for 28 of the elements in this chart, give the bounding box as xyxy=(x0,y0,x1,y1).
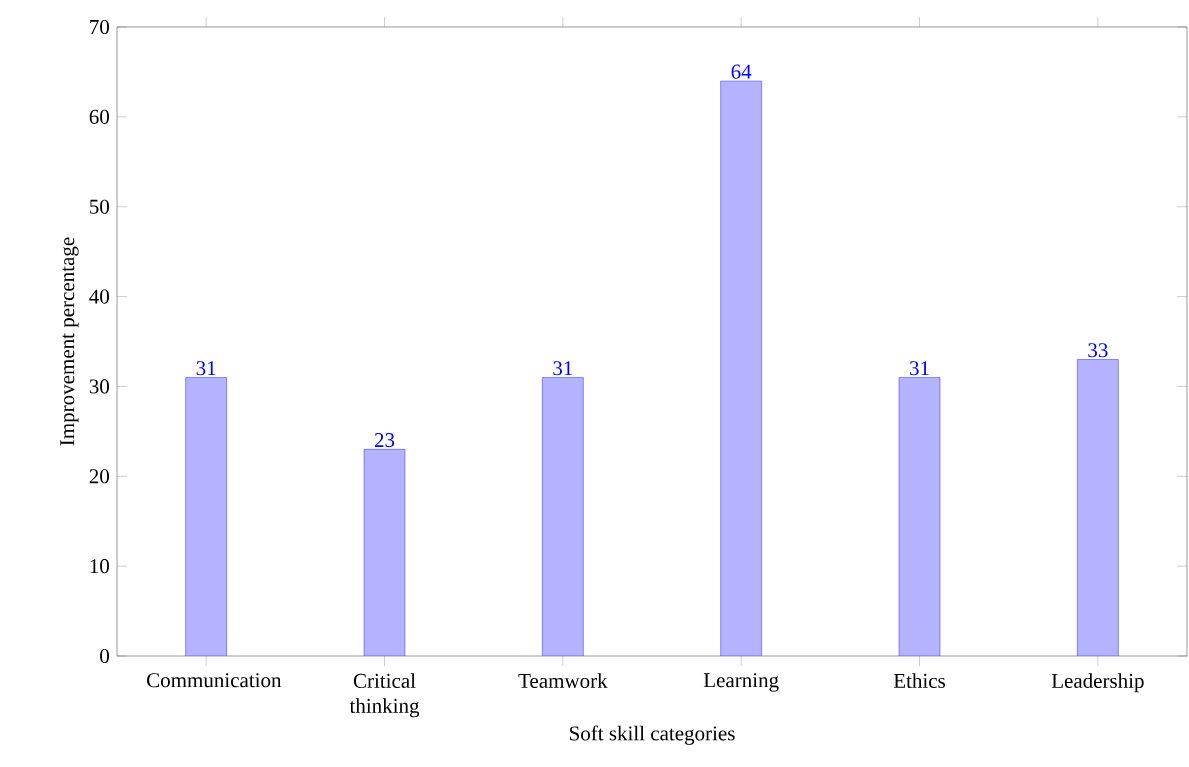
data-label: 31 xyxy=(553,361,573,376)
data-label: 64 xyxy=(731,64,752,79)
data-label: 33 xyxy=(1088,343,1108,358)
x-tick-label: Ethics xyxy=(893,673,946,688)
y-tick-label: 60 xyxy=(89,109,110,124)
bar xyxy=(898,377,941,656)
data-label: 31 xyxy=(196,361,216,376)
data-label: 31 xyxy=(910,361,929,376)
bar xyxy=(720,80,762,656)
y-axis-title: Improvement percentage xyxy=(60,237,79,446)
data-label: 23 xyxy=(374,433,395,448)
x-tick-label: Communication xyxy=(147,673,282,688)
x-tick-label: Leadership xyxy=(1051,673,1144,693)
y-tick-label: 20 xyxy=(89,469,110,484)
bar xyxy=(185,377,227,656)
x-axis-title: Soft skill categories xyxy=(570,725,735,745)
x-tick-label: Teamwork xyxy=(518,673,608,688)
x-tick-label: Learning xyxy=(703,673,779,692)
bar xyxy=(542,377,584,656)
y-tick-label: 70 xyxy=(90,19,110,35)
y-tick-label: 0 xyxy=(100,648,110,664)
y-tick-label: 10 xyxy=(90,559,110,574)
y-tick-label: 30 xyxy=(89,379,110,394)
x-tick-label: Critical thinking xyxy=(349,673,420,718)
y-tick-label: 40 xyxy=(89,289,110,304)
bar xyxy=(363,449,406,656)
bar xyxy=(1077,359,1119,656)
y-tick-label: 50 xyxy=(90,199,110,214)
